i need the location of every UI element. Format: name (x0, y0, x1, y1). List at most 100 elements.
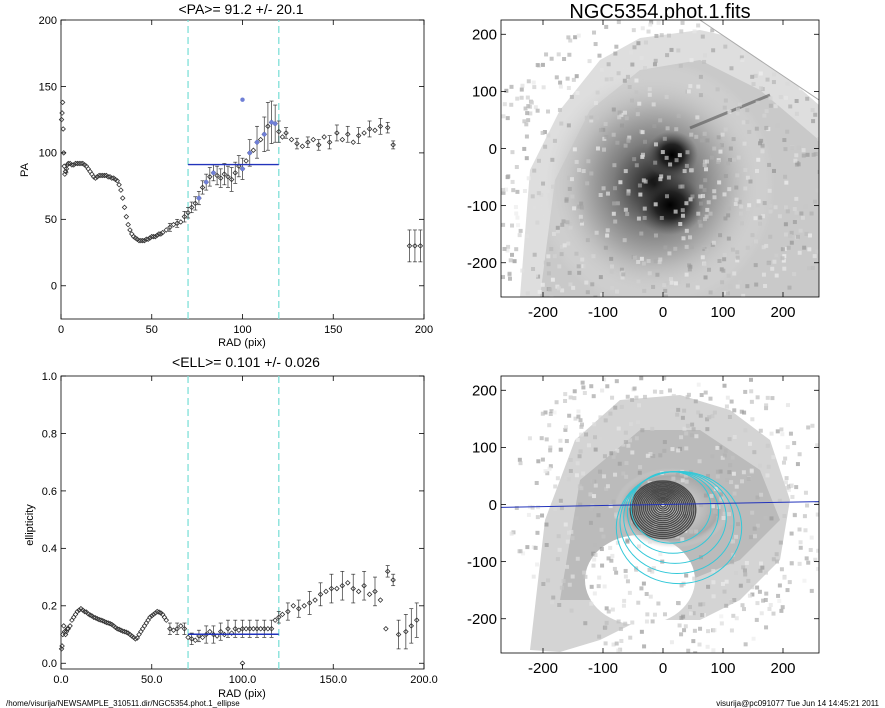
data-point (377, 123, 384, 130)
isophote-contours-inner (629, 480, 697, 540)
highlighted-point (262, 132, 267, 137)
x-tick-label: -200 (528, 304, 558, 321)
ellipticity-panel: <ELL>= 0.101 +/- 0.026 0.0 50.0 100.0 150.0… (24, 354, 438, 700)
data-point (390, 142, 396, 148)
ellipticity-data-points (58, 565, 420, 667)
y-tick-label: 0.0 (42, 658, 57, 670)
x-tick-label: -200 (528, 660, 558, 677)
data-point (236, 163, 242, 169)
data-point (290, 603, 297, 609)
data-point (243, 626, 249, 632)
data-point (236, 627, 242, 633)
data-point (246, 626, 253, 632)
data-point (395, 631, 402, 638)
x-tick-label: 0 (659, 304, 667, 321)
data-point (163, 617, 170, 623)
data-point (312, 597, 318, 603)
data-point (276, 128, 282, 135)
data-point (174, 626, 180, 632)
data-point (178, 623, 184, 629)
data-point (78, 160, 84, 167)
data-point (178, 219, 184, 225)
data-point (167, 224, 173, 231)
data-point (228, 176, 235, 183)
data-point (59, 110, 65, 116)
data-point (70, 614, 77, 621)
position-angle-line (501, 501, 819, 508)
data-point (152, 233, 159, 240)
data-point (406, 243, 413, 249)
data-point (250, 626, 257, 632)
data-point (74, 608, 81, 615)
data-point (268, 626, 275, 632)
data-point (147, 614, 153, 621)
y-tick-label: -200 (467, 611, 497, 628)
data-point (328, 585, 335, 592)
data-point (167, 626, 173, 632)
x-tick-label: 200.0 (410, 674, 438, 686)
data-point (121, 204, 128, 211)
data-point (228, 630, 235, 636)
pa-radius-band (187, 20, 280, 319)
data-point (299, 143, 306, 150)
galaxy-image-title: NGC5354.phot.1.fits (569, 1, 750, 23)
x-tick-label: 50 (146, 324, 158, 336)
pa-axis-ticks: 0 50 100 150 200 0 50 100 150 200 (39, 15, 434, 336)
data-point (317, 591, 324, 598)
data-point (294, 140, 300, 147)
data-point (310, 136, 317, 143)
data-point (63, 166, 70, 172)
data-point (383, 626, 389, 632)
data-point (334, 585, 340, 592)
pa-x-axis-label: RAD (pix) (218, 337, 266, 349)
data-point (60, 623, 67, 629)
x-tick-label: 150.0 (319, 674, 347, 686)
data-point (361, 130, 367, 136)
data-point (254, 626, 260, 632)
isophote-ellipse (650, 495, 676, 518)
data-point (361, 582, 367, 589)
pa-data-points (58, 97, 424, 263)
data-point (76, 160, 82, 167)
data-point (232, 626, 239, 632)
data-point (257, 626, 264, 632)
data-point (89, 171, 95, 177)
data-point (350, 585, 356, 592)
y-tick-label: 0 (51, 281, 57, 293)
isophote-ellipse (652, 496, 674, 516)
y-tick-label: 0.6 (42, 486, 57, 498)
data-point (372, 588, 378, 595)
y-tick-label: 100 (39, 148, 57, 160)
data-point (250, 147, 257, 153)
data-point (132, 636, 139, 642)
data-point (321, 134, 327, 140)
data-point (85, 166, 91, 172)
y-tick-label: 150 (39, 81, 57, 93)
x-tick-label: 200 (415, 324, 433, 336)
data-point (163, 227, 170, 233)
isophote-ellipse (642, 489, 684, 526)
data-point (188, 204, 195, 211)
data-point (384, 124, 391, 131)
y-tick-label: 0.8 (42, 428, 57, 440)
data-point (214, 633, 220, 639)
isophote-ellipse (633, 483, 693, 536)
data-point (145, 617, 151, 623)
y-tick-label: 200 (472, 27, 497, 44)
data-point (58, 116, 65, 123)
highlighted-point (196, 195, 202, 201)
y-tick-label: -200 (467, 255, 497, 272)
data-point (276, 614, 282, 621)
data-point (138, 237, 144, 244)
ellipticity-x-axis-label: RAD (pix) (218, 688, 266, 700)
x-tick-label: 50.0 (141, 674, 162, 686)
data-point (158, 231, 164, 237)
data-point (366, 591, 373, 598)
data-point (67, 623, 73, 629)
data-point (199, 184, 206, 191)
data-point (143, 620, 150, 626)
data-point (326, 139, 333, 146)
data-point (377, 597, 384, 603)
data-point (105, 174, 111, 180)
data-point (148, 613, 155, 619)
